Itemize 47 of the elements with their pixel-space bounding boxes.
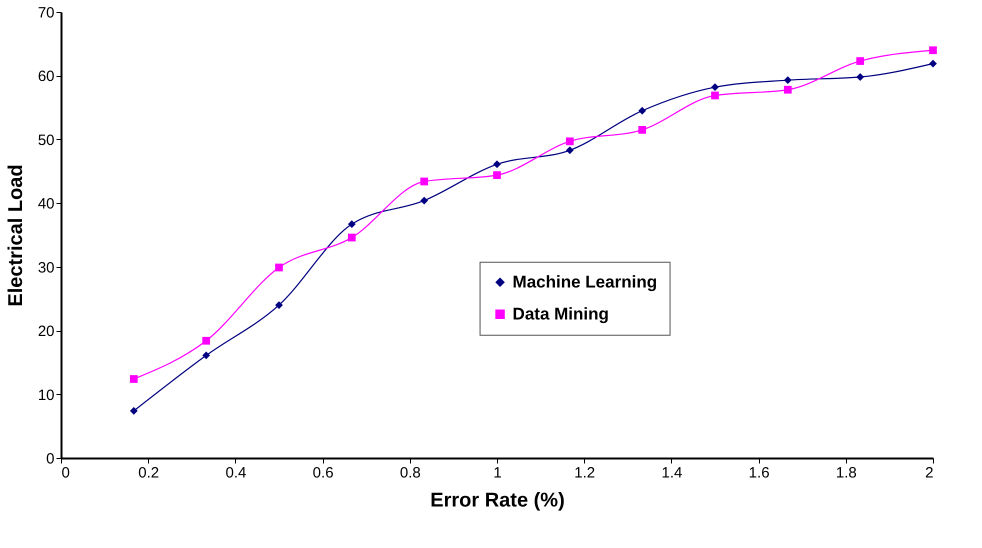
point bbox=[711, 92, 719, 100]
y-tick-label: 50 bbox=[38, 132, 54, 149]
x-tick-label: 0.2 bbox=[138, 464, 160, 482]
y-tick-label: 40 bbox=[38, 196, 54, 213]
point bbox=[566, 146, 574, 154]
y-tick-label: 30 bbox=[38, 259, 54, 276]
x-tick-label: 1.4 bbox=[661, 464, 682, 482]
point bbox=[275, 301, 283, 309]
x-tick-label: 0.8 bbox=[400, 464, 421, 482]
legend-label: Machine Learning bbox=[512, 272, 658, 292]
x-tick-label: 1 bbox=[493, 464, 502, 482]
point bbox=[493, 160, 501, 168]
y-axis-title: Electrical Load bbox=[4, 164, 27, 307]
point bbox=[638, 126, 646, 134]
y-tick-label: 20 bbox=[38, 323, 54, 340]
point bbox=[566, 137, 574, 146]
point bbox=[929, 46, 937, 54]
x-tick-label: 0 bbox=[62, 464, 70, 482]
y-tick-label: 60 bbox=[38, 68, 54, 86]
point bbox=[348, 234, 356, 242]
x-axis-title: Error Rate (%) bbox=[430, 490, 565, 512]
point bbox=[784, 76, 792, 84]
point bbox=[130, 375, 138, 383]
y-tick-label: 10 bbox=[38, 386, 54, 404]
point bbox=[711, 83, 719, 92]
x-tick-label: 1.8 bbox=[836, 464, 857, 482]
point bbox=[130, 406, 138, 415]
point bbox=[275, 264, 283, 272]
point bbox=[638, 106, 646, 115]
point bbox=[348, 220, 356, 228]
point bbox=[856, 73, 864, 81]
x-tick-label: 0.4 bbox=[225, 464, 246, 482]
point bbox=[856, 57, 864, 65]
y-tick-label: 0 bbox=[46, 450, 54, 468]
point bbox=[784, 86, 792, 94]
y-tick-label: 70 bbox=[38, 4, 54, 22]
legend-label: Data Mining bbox=[512, 304, 609, 324]
point bbox=[493, 171, 501, 179]
point bbox=[202, 352, 210, 360]
point bbox=[929, 60, 937, 68]
x-tick-label: 1.6 bbox=[748, 464, 770, 482]
x-tick-label: 0.6 bbox=[312, 464, 334, 482]
x-tick-label: 2 bbox=[925, 464, 934, 482]
point bbox=[420, 178, 428, 186]
point bbox=[202, 336, 210, 345]
point bbox=[420, 196, 428, 204]
x-tick-label: 1.2 bbox=[574, 464, 596, 482]
